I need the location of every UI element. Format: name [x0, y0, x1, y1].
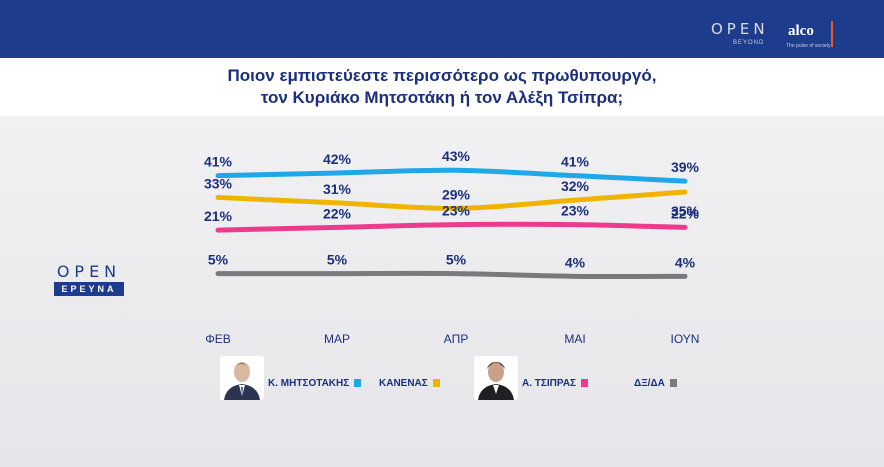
tsipras-avatar [474, 356, 518, 400]
legend-tsipras: Α. ΤΣΙΠΡΑΣ [522, 372, 589, 394]
x-tick-label: ΜΑΡ [324, 332, 350, 346]
alco-logo: alco [788, 23, 814, 39]
open-ereuna-top: OPEN [56, 262, 122, 281]
series-line-tsipras [215, 221, 688, 233]
data-label-tsipras: 23% [561, 203, 590, 219]
x-tick-label: ΦΕΒ [205, 332, 231, 346]
data-label-mitsotakis: 42% [323, 151, 352, 167]
data-label-dkda: 5% [208, 252, 229, 268]
legend-label: ΚΑΝΕΝΑΣ [379, 377, 428, 389]
open-logo-subtitle: BEYOND [733, 40, 765, 46]
data-label-kanenas: 33% [204, 175, 233, 191]
legend-label: Α. ΤΣΙΠΡΑΣ [522, 377, 577, 389]
data-label-tsipras: 21% [204, 208, 233, 224]
data-label-mitsotakis: 43% [442, 148, 471, 164]
legend-dkda: ΔΞ/ΔΑ [634, 372, 677, 394]
data-label-mitsotakis: 41% [204, 154, 233, 170]
data-label-tsipras: 22% [671, 205, 700, 221]
legend-kanenas: ΚΑΝΕΝΑΣ [379, 372, 440, 394]
title-box: Ποιον εμπιστεύεστε περισσότερο ως πρωθυπ… [0, 58, 884, 116]
x-tick-label: ΑΠΡ [444, 332, 469, 346]
data-label-dkda: 5% [327, 252, 348, 268]
data-label-kanenas: 29% [442, 186, 471, 202]
data-label-kanenas: 32% [561, 178, 590, 194]
data-label-kanenas: 31% [323, 181, 352, 197]
header-bar: OPEN BEYOND alco The pulse of society [0, 0, 884, 58]
chart-background [0, 116, 884, 467]
legend-swatch-pink [581, 379, 589, 387]
series-line-kanenas [215, 189, 688, 211]
data-label-dkda: 4% [675, 254, 696, 270]
open-ereuna-logo: OPEN ΕΡΕΥΝΑ [54, 262, 124, 296]
chart-title-line-1: Ποιον εμπιστεύεστε περισσότερο ως πρωθυπ… [227, 66, 657, 85]
series-line-dkda [215, 270, 688, 280]
data-label-tsipras: 23% [442, 203, 471, 219]
legend-swatch-blue [354, 379, 362, 387]
x-tick-label: ΙΟΥΝ [671, 332, 700, 346]
data-label-kanenas: 35% [671, 203, 700, 219]
mitsotakis-avatar [220, 356, 264, 400]
open-ereuna-bottom: ΕΡΕΥΝΑ [54, 282, 124, 296]
data-label-mitsotakis: 41% [561, 154, 590, 170]
data-label-mitsotakis: 39% [671, 159, 700, 175]
alco-logo-subtitle: The pulse of society [786, 43, 831, 49]
legend-swatch-yellow [432, 379, 440, 387]
alco-logo-accent [831, 21, 833, 47]
legend-mitsotakis: Κ. ΜΗΤΣΟΤΑΚΗΣ [268, 372, 362, 394]
data-label-tsipras: 22% [323, 205, 352, 221]
legend-label: Κ. ΜΗΤΣΟΤΑΚΗΣ [268, 377, 350, 389]
data-label-dkda: 4% [565, 254, 586, 270]
data-label-dkda: 5% [446, 252, 467, 268]
chart-title-line-2: τον Κυριάκο Μητσοτάκη ή τον Αλέξη Τσίπρα… [260, 88, 624, 107]
legend-swatch-grey [669, 379, 677, 387]
open-logo: OPEN [711, 20, 769, 38]
series-line-mitsotakis [215, 167, 688, 184]
legend-label: ΔΞ/ΔΑ [634, 377, 665, 389]
x-tick-label: ΜΑΙ [564, 332, 585, 346]
